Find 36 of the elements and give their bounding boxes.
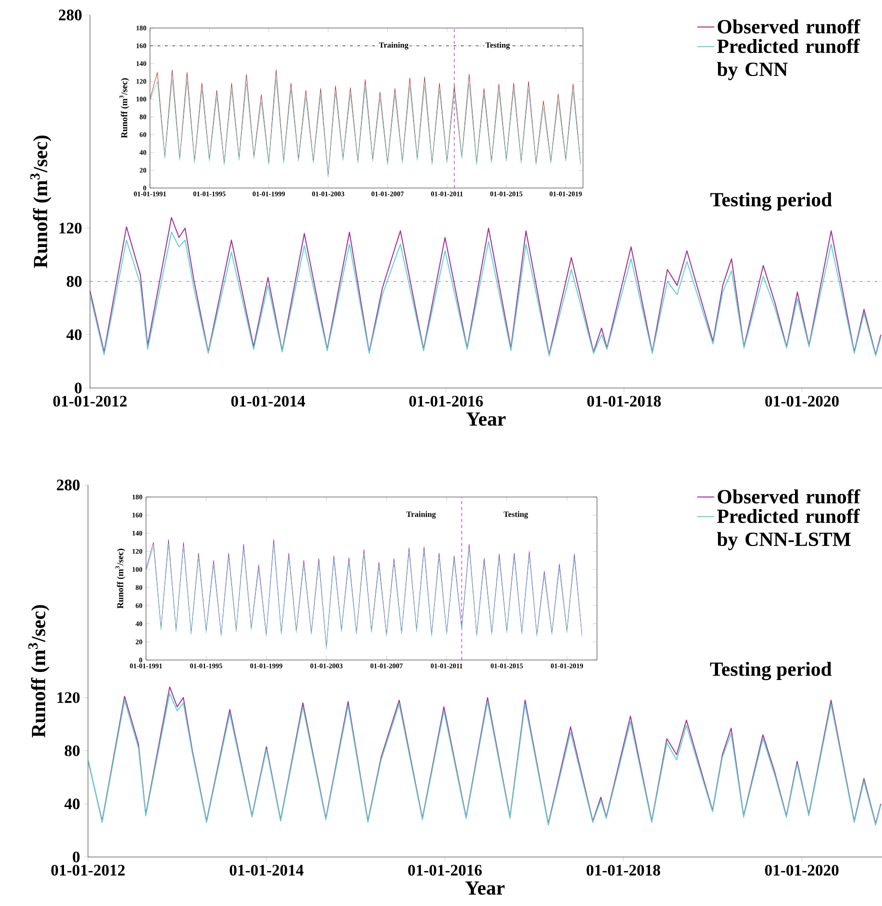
x-tick-label: 01-01-2020 [765, 864, 839, 876]
y-axis-title: Runoff (m$^{3}$/sec) [30, 136, 52, 268]
y-tick-label: 120 [57, 692, 80, 703]
legend-label: Predicted runoff by CNN [717, 38, 860, 80]
y-tick-label: 80 [64, 745, 80, 756]
y-tick-label: 80 [66, 276, 82, 287]
y-axis-title: Runoff (m$^{3}$/sec) [28, 605, 50, 738]
x-tick-label: 01-01-2016 [408, 864, 482, 876]
legend-label: Observed runoff [718, 489, 860, 504]
y-tick-label: 0 [72, 852, 80, 862]
y-tick-label: 280 [58, 10, 82, 20]
x-tick-label: 01-01-2014 [231, 396, 306, 407]
x-tick-label: 01-01-2020 [765, 396, 839, 407]
x-tick-label: 01-01-2014 [230, 864, 304, 876]
y-tick-label: 0 [74, 382, 82, 394]
y-tick-label: 40 [66, 329, 82, 340]
annotation: Testing period [710, 192, 832, 211]
y-axis-title: Runoff (m$^{3}$/sec) [115, 548, 126, 608]
y-tick-label: 120 [59, 222, 82, 234]
annotation: Training [379, 42, 408, 50]
legend-label: Observed runoff [718, 19, 860, 34]
x-tick-label: 01-01-2012 [51, 864, 125, 876]
y-tick-label: 280 [56, 480, 80, 490]
x-axis-title: Year [465, 881, 505, 895]
legend-label: Predicted runoff by CNN-LSTM [717, 508, 860, 550]
y-tick-label: 40 [64, 798, 80, 810]
x-tick-label: 01-01-2012 [53, 396, 127, 407]
annotation: Training [406, 511, 436, 519]
x-tick-label: 01-01-2018 [587, 396, 661, 407]
annotation: Testing [485, 42, 510, 50]
x-tick-label: 01-01-2016 [409, 396, 483, 407]
x-tick-label: 01-01-2018 [586, 864, 660, 876]
x-axis-title: Year [466, 412, 506, 426]
y-axis-title: Runoff (m$^{3}$/sec) [119, 78, 130, 138]
annotation: Testing [504, 511, 528, 519]
annotation: Testing period [710, 662, 832, 680]
